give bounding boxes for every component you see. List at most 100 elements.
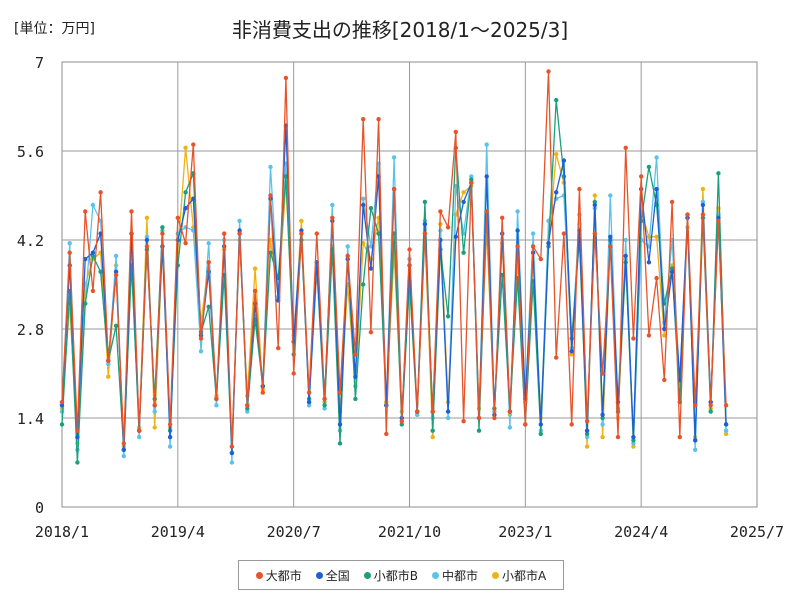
data-point (646, 333, 652, 338)
data-point (500, 215, 505, 220)
data-point (106, 374, 111, 379)
y-tick-label: 7 (35, 54, 44, 72)
data-point (476, 428, 482, 433)
data-point (183, 241, 188, 246)
data-point (252, 266, 258, 271)
data-point (306, 403, 312, 408)
data-point (723, 428, 729, 433)
data-point (469, 177, 474, 182)
data-point (723, 403, 729, 408)
data-point (152, 409, 157, 414)
data-point (685, 212, 690, 217)
data-point (716, 215, 721, 220)
data-point (330, 215, 335, 220)
data-point (90, 202, 96, 208)
data-point (291, 371, 296, 376)
data-point (368, 244, 374, 249)
data-point (445, 314, 451, 319)
data-point (484, 142, 489, 147)
data-point (723, 431, 729, 437)
data-point (662, 326, 667, 332)
data-point (600, 371, 605, 376)
data-point (554, 152, 559, 157)
data-point (654, 234, 659, 239)
data-point (59, 399, 65, 405)
data-point (144, 234, 150, 239)
data-point (67, 250, 72, 255)
data-point (554, 97, 559, 103)
data-point (592, 202, 597, 208)
data-point (237, 228, 242, 233)
data-point (206, 241, 211, 246)
legend-item: 小都市A (492, 567, 546, 584)
data-point (492, 415, 497, 421)
data-point (183, 145, 188, 150)
data-point (113, 323, 119, 328)
data-point (584, 431, 590, 437)
data-point (299, 218, 304, 224)
legend-label: 中都市 (442, 568, 479, 583)
data-point (608, 193, 613, 198)
data-point (376, 117, 381, 122)
data-point (214, 396, 219, 402)
data-point (129, 231, 134, 236)
data-point (245, 403, 250, 408)
data-point (276, 345, 281, 351)
data-point (337, 441, 343, 446)
data-point (229, 460, 235, 465)
data-point (183, 190, 188, 195)
data-point (592, 193, 597, 198)
data-point (368, 206, 374, 211)
data-point (700, 199, 706, 205)
data-point (98, 269, 103, 274)
data-point (222, 231, 227, 236)
x-tick-label: 2023/1 (498, 523, 552, 541)
data-point (361, 196, 366, 201)
data-point (198, 349, 204, 354)
data-point (430, 409, 435, 414)
data-point (693, 438, 698, 443)
data-point (368, 330, 374, 335)
legend: 大都市 全国 小都市B 中都市 小都市A (238, 560, 564, 590)
data-point (121, 447, 127, 452)
unit-label: [単位：万円] (14, 21, 95, 37)
data-point (59, 403, 65, 408)
data-point (137, 428, 142, 433)
data-point (144, 215, 150, 220)
data-point (461, 250, 466, 255)
data-point (361, 202, 366, 208)
data-point (554, 355, 559, 360)
data-point (129, 209, 134, 214)
data-point (453, 129, 458, 135)
data-point (345, 244, 350, 249)
data-point (83, 209, 88, 214)
data-point (584, 428, 590, 433)
x-tick-label: 2018/1 (35, 523, 89, 541)
legend-swatch (315, 571, 323, 579)
data-point (453, 234, 458, 239)
data-point (245, 409, 250, 414)
data-point (561, 231, 567, 236)
data-point (415, 412, 420, 417)
data-point (569, 422, 574, 427)
data-point (399, 419, 404, 424)
data-point (608, 244, 613, 249)
data-point (669, 266, 675, 271)
data-point (314, 231, 319, 236)
data-point (106, 358, 111, 363)
data-point (183, 206, 188, 211)
data-point (584, 444, 590, 449)
data-point (600, 412, 605, 417)
data-point (90, 250, 96, 255)
data-point (83, 301, 88, 306)
data-point (631, 444, 636, 449)
data-point (59, 422, 65, 427)
series-1 (59, 69, 729, 449)
data-point (615, 434, 621, 440)
legend-item: 小都市B (363, 567, 418, 584)
data-point (461, 190, 466, 195)
data-point (445, 409, 451, 414)
data-point (113, 253, 119, 259)
data-point (669, 199, 675, 205)
y-tick-label: 5.6 (17, 143, 44, 161)
